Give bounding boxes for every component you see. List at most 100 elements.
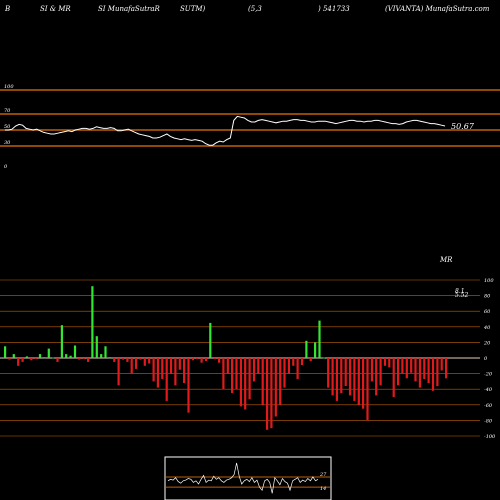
mrsi-bar — [34, 358, 37, 359]
mrsi-bar — [248, 358, 251, 400]
rsi-tick-label: 100 — [4, 84, 14, 90]
mrsi-bar — [104, 346, 107, 358]
header-col2: SI & MR — [40, 5, 71, 13]
mrsi-bar — [126, 358, 129, 362]
mrsi-bar — [427, 358, 430, 383]
mrsi-bar — [331, 358, 334, 396]
mrsi-title: MR — [439, 256, 453, 264]
mrsi-bar — [47, 348, 50, 358]
mrsi-bar — [30, 358, 33, 361]
mrsi-bar — [91, 286, 94, 358]
mrsi-tick-label: 40 — [483, 325, 491, 331]
mrsi-bar — [366, 358, 369, 421]
mrsi-tick-label: 80 — [484, 294, 491, 300]
mrsi-bar — [362, 358, 365, 409]
mrsi-tick-label: -60 — [484, 403, 493, 409]
header-col5: (5,3 — [248, 5, 262, 13]
mrsi-bar — [121, 358, 125, 360]
mrsi-bar — [383, 358, 387, 366]
mrsi-bar — [348, 358, 352, 396]
header-col1: B — [5, 5, 11, 13]
mrsi-bar — [12, 354, 15, 358]
mrsi-bar — [327, 358, 330, 388]
rsi-line — [5, 115, 446, 146]
mrsi-bar — [261, 358, 264, 405]
mrsi-bar — [8, 358, 11, 360]
mrsi-panel: 100 80 60 40 20 0 -20 -40 -60 -80 -100 MR 8.15.52 — [0, 256, 496, 440]
mrsi-bar — [353, 358, 356, 401]
mrsi-bar — [410, 358, 413, 373]
mrsi-bar — [117, 358, 120, 386]
mrsi-bar — [60, 325, 63, 358]
header-col3: SI MunafaSutraR — [98, 5, 160, 13]
mini-panel: 27 14 — [164, 456, 332, 500]
mrsi-bar — [165, 358, 168, 401]
mrsi-bar — [196, 358, 199, 359]
mrsi-bar — [43, 357, 46, 359]
header-col7: (VIVANTA) MunafaSutra.com — [385, 5, 490, 13]
mrsi-bar — [17, 358, 20, 366]
mrsi-tick-label: -20 — [484, 372, 493, 378]
mrsi-bar — [335, 358, 338, 401]
mrsi-bar — [318, 320, 321, 358]
mrsi-bar — [139, 358, 142, 360]
mrsi-bar — [21, 358, 24, 362]
header-col4: SUTM) — [180, 5, 206, 13]
mrsi-bar — [292, 358, 295, 366]
mrsi-bar — [213, 358, 216, 359]
mrsi-bar — [52, 357, 55, 359]
mrsi-bar — [375, 358, 378, 396]
mrsi-current-label-top: 8.1 — [455, 288, 465, 295]
mrsi-bar — [283, 358, 286, 388]
mrsi-bar — [87, 358, 90, 362]
mrsi-bar — [56, 358, 59, 362]
mrsi-bar — [401, 358, 404, 374]
mini-panel-frame — [164, 456, 332, 500]
mrsi-bar — [73, 345, 77, 358]
rsi-tick-label: 0 — [4, 164, 8, 170]
mrsi-tick-label: -100 — [484, 434, 496, 440]
rsi-panel: 100 70 50 30 0 50.67 — [0, 84, 500, 170]
mrsi-bar — [130, 358, 133, 374]
mrsi-bar — [183, 358, 186, 383]
mrsi-bar — [222, 358, 225, 390]
mrsi-bar — [156, 358, 159, 388]
mrsi-bar — [296, 358, 299, 380]
mrsi-bar — [274, 358, 277, 417]
mrsi-bar — [95, 336, 98, 358]
mrsi-bar — [440, 358, 443, 371]
mrsi-bar — [69, 355, 72, 358]
mrsi-bar — [300, 358, 304, 365]
mrsi-bar — [270, 358, 273, 429]
mrsi-bar — [65, 354, 68, 358]
mrsi-bar — [244, 358, 247, 410]
mrsi-bar — [445, 358, 448, 379]
mrsi-tick-label: -80 — [484, 418, 493, 424]
mrsi-bar — [161, 358, 164, 380]
mrsi-bar — [235, 358, 238, 390]
mrsi-bar — [209, 322, 212, 358]
mrsi-bar — [204, 358, 208, 362]
mrsi-bar — [169, 358, 173, 374]
mrsi-current-label: 5.52 — [455, 292, 469, 299]
rsi-tick-label: 50 — [4, 124, 11, 130]
mrsi-bar — [309, 358, 312, 362]
mrsi-bar — [25, 356, 28, 358]
mrsi-bar — [379, 358, 382, 386]
rsi-tick-label: 70 — [4, 108, 11, 114]
mrsi-tick-label: 20 — [483, 340, 491, 346]
mrsi-bar — [357, 358, 360, 405]
mini-line — [167, 462, 319, 494]
mrsi-bar — [397, 358, 400, 386]
mrsi-bar — [108, 357, 111, 359]
mrsi-bar — [38, 354, 42, 358]
mrsi-bar — [431, 358, 435, 391]
mrsi-bar — [178, 358, 181, 370]
header-col6: ) 541733 — [318, 5, 350, 13]
mrsi-bar — [152, 358, 155, 382]
mrsi-bar — [148, 358, 151, 364]
mrsi-bar — [174, 358, 177, 386]
mrsi-bar — [257, 358, 260, 374]
rsi-current-label: 50.67 — [451, 122, 475, 131]
